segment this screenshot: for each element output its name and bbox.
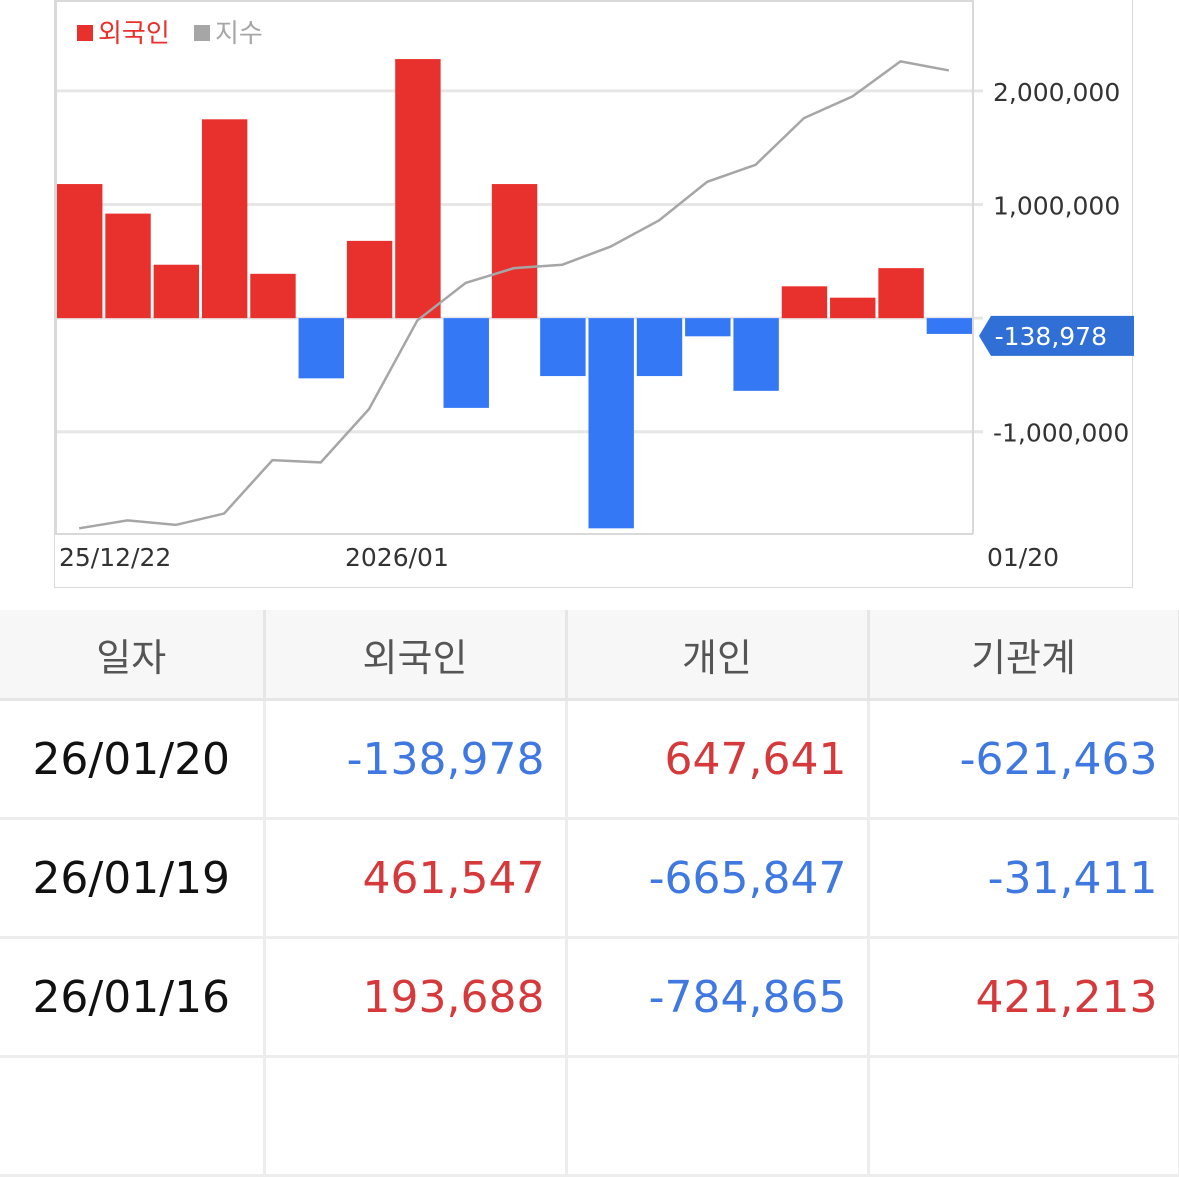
investor-table-area: 일자 외국인 개인 기관계 26/01/20 -138,978 647,641 -62… xyxy=(0,610,1179,1177)
foreign-bar xyxy=(926,318,973,334)
cell-foreign: 461,547 xyxy=(264,818,568,939)
cell-institution: 421,213 xyxy=(868,937,1179,1058)
foreign-bar xyxy=(443,318,489,408)
header-individual[interactable]: 개인 xyxy=(566,610,870,701)
foreign-bar xyxy=(830,297,876,319)
investor-chart: 2,000,000 1,000,000 -1,000,000 25/12/22 202… xyxy=(54,0,1134,588)
header-foreign[interactable]: 외국인 xyxy=(264,610,568,701)
foreign-bar xyxy=(588,318,634,529)
legend-label: 지수 xyxy=(215,19,263,49)
foreign-bar xyxy=(733,318,779,391)
foreign-bar xyxy=(201,119,248,319)
foreign-bar xyxy=(781,286,828,319)
last-value-label: -138,978 xyxy=(995,322,1107,351)
cell-empty xyxy=(566,1056,870,1177)
foreign-bar xyxy=(57,184,103,319)
foreign-bar xyxy=(153,264,200,319)
x-tick-label: 01/20 xyxy=(987,543,1059,572)
cell-individual: -665,847 xyxy=(566,818,870,939)
foreign-bar xyxy=(540,318,586,377)
table-row: 26/01/19 461,547 -665,847 -31,411 xyxy=(0,818,1179,939)
cell-empty xyxy=(264,1056,568,1177)
y-tick-label: 2,000,000 xyxy=(993,78,1120,107)
y-tick-label: 1,000,000 xyxy=(993,192,1120,221)
x-tick-label: 2026/01 xyxy=(345,543,449,572)
foreign-bar xyxy=(346,240,393,319)
foreign-bar xyxy=(105,213,151,319)
cell-individual: -784,865 xyxy=(566,937,870,1058)
foreign-bar xyxy=(250,273,296,319)
table-row xyxy=(0,1056,1179,1177)
legend-label: 외국인 xyxy=(98,19,170,49)
table-header-row: 일자 외국인 개인 기관계 xyxy=(0,610,1179,701)
investor-table: 일자 외국인 개인 기관계 26/01/20 -138,978 647,641 -62… xyxy=(0,610,1179,1177)
legend-swatch xyxy=(77,25,93,41)
chart-canvas: 2,000,000 1,000,000 -1,000,000 25/12/22 202… xyxy=(55,0,1134,572)
header-institution[interactable]: 기관계 xyxy=(868,610,1179,701)
foreign-bar xyxy=(298,318,344,379)
table-row: 26/01/16 193,688 -784,865 421,213 xyxy=(0,937,1179,1058)
foreign-bar xyxy=(878,268,924,319)
cell-foreign: -138,978 xyxy=(264,699,568,820)
foreign-bar xyxy=(636,318,683,377)
last-value-badge xyxy=(979,315,1134,356)
cell-empty xyxy=(0,1056,266,1177)
table-row: 26/01/20 -138,978 647,641 -621,463 xyxy=(0,699,1179,820)
cell-date: 26/01/19 xyxy=(0,818,266,939)
cell-date: 26/01/16 xyxy=(0,937,266,1058)
foreign-bar xyxy=(395,59,441,319)
cell-institution: -621,463 xyxy=(868,699,1179,820)
cell-individual: 647,641 xyxy=(566,699,870,820)
foreign-bar xyxy=(491,184,538,319)
cell-foreign: 193,688 xyxy=(264,937,568,1058)
cell-institution: -31,411 xyxy=(868,818,1179,939)
index-line xyxy=(78,60,950,530)
cell-date: 26/01/20 xyxy=(0,699,266,820)
legend-swatch xyxy=(194,25,210,41)
x-tick-label: 25/12/22 xyxy=(59,543,171,572)
cell-empty xyxy=(868,1056,1179,1177)
y-tick-label: -1,000,000 xyxy=(993,419,1129,448)
foreign-bar xyxy=(685,318,731,337)
header-date[interactable]: 일자 xyxy=(0,610,266,701)
